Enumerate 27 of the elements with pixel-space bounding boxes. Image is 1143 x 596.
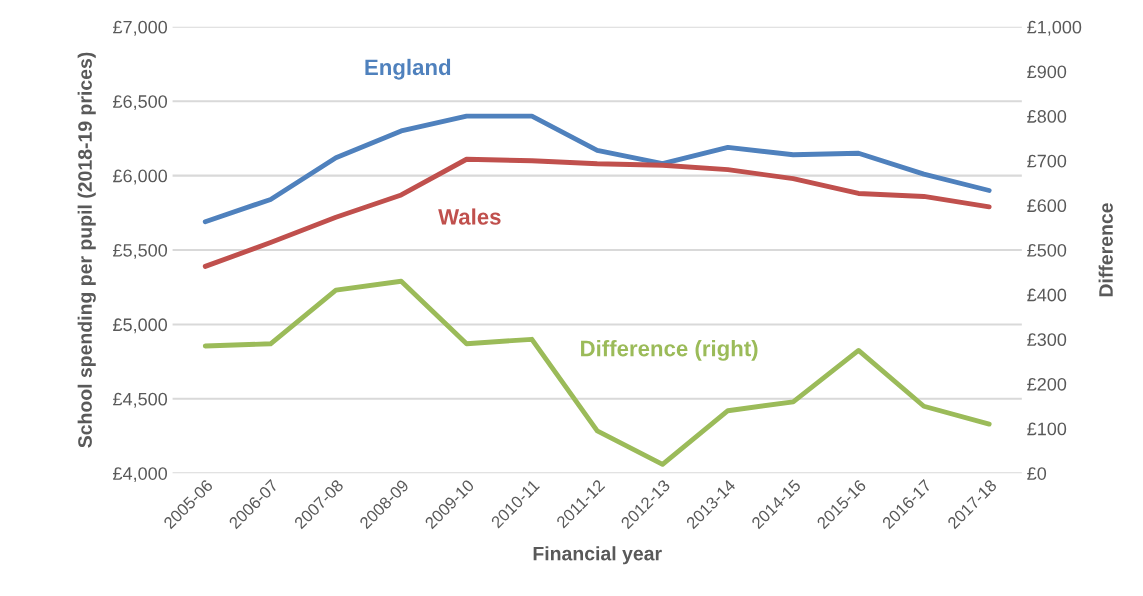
line-series [202, 113, 992, 225]
line-series [202, 278, 992, 467]
y-tick-label: £6,000 [113, 169, 168, 185]
y-axis-title: School spending per pupil (2018-19 prices) [77, 52, 96, 448]
y-tick-label: £6,500 [113, 95, 168, 111]
y2-tick-label: £900 [1027, 65, 1067, 79]
y-tick-label: £5,500 [113, 243, 168, 259]
y2-tick-label: £500 [1027, 243, 1067, 257]
y2-axis-title: Difference [1098, 203, 1113, 297]
y-tick-label: £5,000 [113, 318, 168, 334]
y2-tick-label: £400 [1027, 288, 1067, 302]
y2-tick-label: £300 [1027, 333, 1067, 347]
series-label: England [365, 58, 451, 80]
y-tick-label: £4,000 [113, 467, 168, 483]
y2-tick-label: £200 [1027, 377, 1067, 391]
y2-tick-label: £700 [1027, 154, 1067, 168]
y-tick-label: £7,000 [113, 20, 168, 36]
y2-tick-label: £800 [1027, 110, 1067, 123]
y-tick-label: £4,500 [113, 392, 168, 408]
line-series [202, 156, 992, 269]
x-axis-title: Financial year [533, 546, 662, 565]
y2-tick-label: £600 [1027, 199, 1067, 213]
y2-tick-label: £100 [1027, 422, 1067, 436]
y2-tick-label: £0 [1027, 467, 1047, 480]
y2-tick-label: £1,000 [1027, 20, 1082, 36]
series-label: Wales [438, 208, 501, 225]
series-label: Difference (right) [581, 340, 758, 361]
